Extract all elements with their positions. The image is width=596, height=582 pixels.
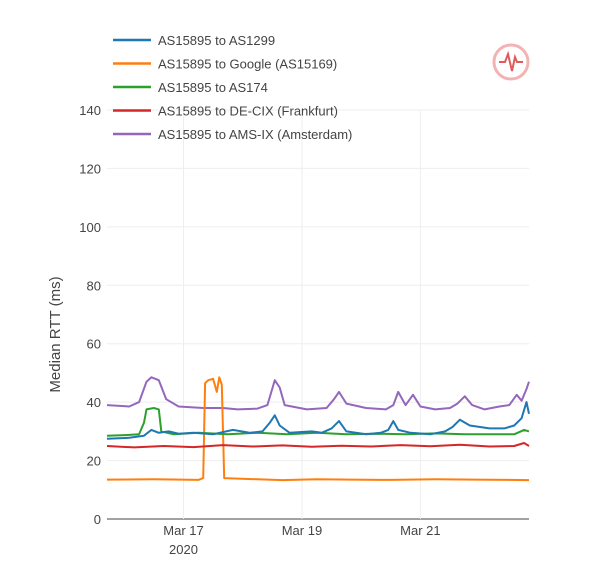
legend-label[interactable]: AS15895 to AS174: [158, 80, 268, 95]
series-line-0[interactable]: [106, 401, 530, 440]
y-tick-label: 120: [79, 161, 101, 176]
logo-ring: [492, 43, 530, 81]
y-tick-label: 20: [87, 454, 101, 469]
series-line-3[interactable]: [106, 442, 530, 449]
x-tick-year: 2020: [169, 542, 198, 557]
y-tick-label: 0: [94, 512, 101, 527]
legend[interactable]: AS15895 to AS1299 AS15895 to Google (AS15…: [113, 33, 352, 142]
axes: 0 20 40 60 80 100 120 140 Mar 17 2020 Mar 19 Mar 21…: [47, 103, 441, 557]
series-line-1[interactable]: [106, 376, 530, 482]
series-line-4[interactable]: [106, 376, 530, 411]
legend-label[interactable]: AS15895 to AMS-IX (Amsterdam): [158, 127, 352, 142]
grid-lines: [107, 109, 529, 520]
y-tick-label: 80: [87, 278, 101, 293]
x-tick-label: Mar 17: [163, 523, 203, 538]
logo-pulse: [499, 50, 523, 72]
x-tick-label: Mar 19: [282, 523, 322, 538]
y-tick-label: 100: [79, 220, 101, 235]
y-tick-label: 40: [87, 395, 101, 410]
y-tick-label: 60: [87, 337, 101, 352]
legend-label[interactable]: AS15895 to Google (AS15169): [158, 57, 337, 72]
x-tick-label: Mar 21: [400, 523, 440, 538]
series-layer: [106, 376, 530, 482]
legend-label[interactable]: AS15895 to DE-CIX (Frankfurt): [158, 104, 338, 119]
y-tick-label: 140: [79, 103, 101, 118]
y-axis-title: Median RTT (ms): [47, 276, 64, 392]
legend-label[interactable]: AS15895 to AS1299: [158, 33, 275, 48]
ihr-pulse-logo[interactable]: [492, 43, 530, 81]
